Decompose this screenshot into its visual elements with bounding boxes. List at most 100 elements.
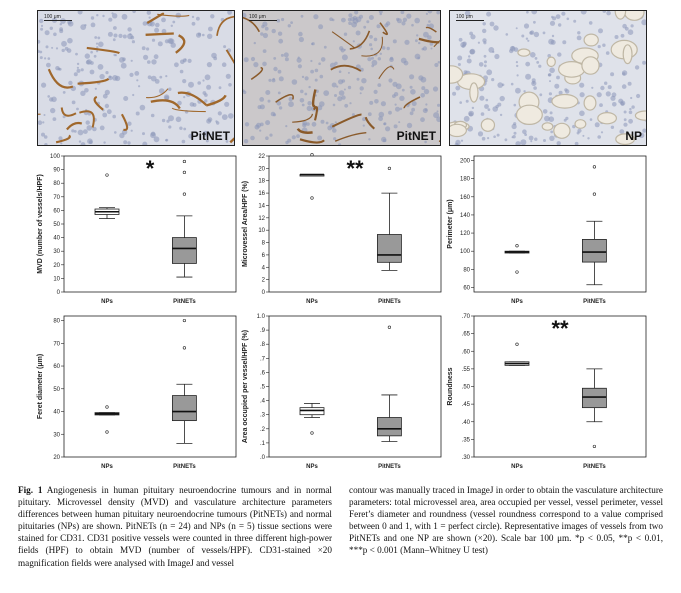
nucleus	[388, 110, 392, 115]
nucleus	[284, 57, 289, 62]
nucleus	[84, 88, 89, 93]
nucleus	[298, 31, 303, 37]
panel-label: NP	[625, 129, 642, 143]
panel-label: PitNET	[190, 129, 230, 143]
vessel	[157, 13, 190, 17]
nucleus	[533, 86, 537, 90]
outlier-point	[387, 166, 391, 170]
nucleus	[96, 50, 99, 53]
nucleus	[78, 140, 82, 143]
x-tick-label: PitNETs	[173, 464, 196, 470]
nucleus	[85, 120, 90, 125]
box	[376, 417, 402, 437]
plot-area	[268, 315, 442, 458]
nucleus	[265, 90, 271, 95]
nucleus	[525, 73, 532, 80]
nucleus	[313, 14, 319, 20]
nucleus	[182, 79, 187, 84]
nucleus	[620, 33, 625, 38]
nucleus	[47, 57, 51, 60]
nucleus	[574, 141, 579, 145]
nucleus	[630, 24, 634, 28]
nucleus	[206, 84, 212, 90]
nucleus	[380, 101, 386, 107]
y-tick-label: .30	[462, 455, 471, 461]
nucleus	[197, 81, 201, 85]
plot-area	[473, 315, 647, 458]
vessel	[250, 66, 264, 81]
y-tick-label: 40	[53, 410, 60, 416]
nucleus	[350, 17, 355, 22]
vessel	[60, 107, 77, 117]
nucleus	[99, 73, 105, 80]
nucleus	[525, 37, 529, 40]
nucleus	[202, 33, 205, 37]
nucleus	[243, 57, 249, 63]
outlier-point	[515, 270, 519, 274]
nucleus	[348, 13, 353, 18]
nucleus	[596, 92, 602, 98]
nucleus	[494, 53, 500, 60]
nucleus	[174, 62, 179, 68]
nucleus	[217, 111, 222, 116]
nucleus	[132, 93, 135, 97]
nucleus	[436, 11, 440, 15]
vessel	[86, 46, 120, 55]
nucleus	[300, 14, 304, 18]
nucleus	[49, 26, 53, 30]
nucleus	[470, 34, 476, 40]
nucleus	[278, 38, 284, 44]
y-tick-label: .5	[260, 385, 266, 391]
y-axis-label: Perimeter (μm)	[447, 199, 454, 248]
nucleus	[600, 131, 604, 134]
nucleus	[484, 60, 487, 64]
nucleus	[304, 92, 308, 96]
nucleus	[628, 118, 633, 124]
nucleus	[265, 136, 269, 140]
nucleus	[148, 16, 151, 19]
vessel	[296, 127, 313, 134]
nucleus	[49, 97, 54, 102]
nucleus	[594, 122, 600, 128]
nucleus	[94, 87, 97, 90]
nucleus	[301, 103, 305, 107]
nucleus	[59, 27, 63, 32]
x-tick-label: PitNETs	[378, 299, 401, 305]
outlier-point	[310, 153, 314, 157]
y-tick-label: 18	[258, 179, 265, 185]
nucleus	[114, 131, 117, 134]
nucleus	[208, 26, 213, 32]
nucleus	[554, 83, 560, 89]
vessel	[433, 39, 440, 48]
nucleus	[515, 87, 521, 94]
vessel	[229, 137, 234, 144]
y-axis-label: Area occupied per vessel/HPF (%)	[242, 330, 249, 443]
nucleus	[166, 119, 170, 123]
nucleus	[154, 27, 160, 33]
nucleus	[577, 128, 582, 133]
chart-microvessel-area-svg: 0 2 4 6 8 10 12 14 16 18 20 22 Microvessel Area/HPF …	[242, 153, 442, 305]
nucleus	[219, 137, 222, 141]
nucleus	[142, 141, 148, 145]
nucleus	[483, 64, 487, 68]
nucleus	[468, 112, 473, 117]
vessel	[55, 134, 71, 144]
vessel	[225, 49, 234, 65]
nucleus	[183, 127, 187, 131]
outlier-point	[105, 405, 109, 409]
nucleus	[428, 20, 431, 23]
scale-bar-label: 100 μm	[456, 14, 473, 20]
nucleus	[468, 55, 471, 58]
outlier-point	[515, 342, 519, 346]
nucleus	[61, 48, 65, 53]
nucleus	[383, 122, 386, 126]
nucleus	[557, 52, 562, 57]
nucleus	[121, 13, 128, 20]
nucleus	[624, 26, 629, 31]
vessel	[614, 11, 627, 20]
nucleus	[566, 17, 570, 21]
nucleus	[556, 141, 561, 145]
significance-marker: **	[346, 156, 364, 181]
nucleus	[122, 34, 127, 39]
nucleus	[291, 135, 296, 140]
